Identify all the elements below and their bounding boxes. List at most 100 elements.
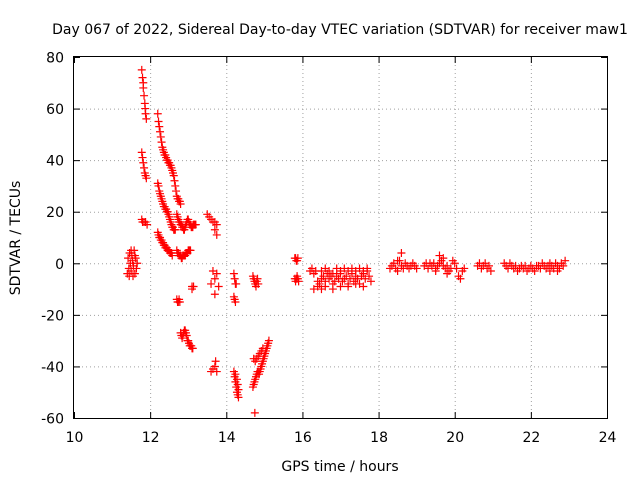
- axis-ticks: 10 12 14 16 18 20 22 24 -60 -40 -20 0 20 40 60 80: [41, 51, 616, 447]
- x-tick-label: 20: [446, 430, 464, 446]
- data-point: [188, 344, 197, 353]
- x-tick-label: 14: [218, 430, 236, 446]
- data-point: [171, 181, 180, 190]
- data-point: [156, 132, 165, 141]
- data-point: [393, 256, 402, 265]
- data-point: [133, 259, 142, 268]
- data-point: [309, 285, 318, 294]
- data-point: [154, 117, 163, 126]
- data-point: [294, 277, 303, 286]
- data-point: [258, 344, 267, 353]
- data-point: [212, 367, 221, 376]
- data-point: [137, 65, 146, 74]
- data-point: [232, 279, 241, 288]
- data-point: [545, 267, 554, 276]
- data-point: [182, 331, 191, 340]
- data-point: [254, 279, 263, 288]
- plot-frame: [73, 56, 608, 419]
- y-tick-label: 20: [46, 205, 64, 221]
- data-point: [132, 264, 141, 273]
- data-point: [155, 122, 164, 131]
- data-point: [363, 264, 372, 273]
- data-point: [169, 171, 178, 180]
- y-tick-label: 0: [55, 257, 64, 273]
- data-point: [397, 248, 406, 257]
- data-point: [317, 285, 326, 294]
- chart-title: Day 067 of 2022, Sidereal Day-to-day VTE…: [52, 22, 628, 38]
- data-point: [142, 114, 151, 123]
- data-point: [359, 282, 368, 291]
- data-point: [210, 274, 219, 283]
- data-point: [234, 393, 243, 402]
- data-point: [142, 174, 151, 183]
- data-point: [264, 336, 273, 345]
- data-point: [530, 267, 539, 276]
- data-point: [233, 380, 242, 389]
- data-point: [231, 297, 240, 306]
- data-point: [561, 256, 570, 265]
- data-point: [207, 279, 216, 288]
- x-tick-label: 12: [142, 430, 160, 446]
- x-tick-label: 18: [370, 430, 388, 446]
- data-point: [188, 285, 197, 294]
- y-tick-label: 40: [46, 154, 64, 170]
- data-point: [412, 264, 421, 273]
- data-point: [157, 138, 166, 147]
- data-point: [230, 274, 239, 283]
- data-point: [212, 230, 221, 239]
- grid: [74, 57, 607, 418]
- data-point: [211, 357, 220, 366]
- data-point: [452, 264, 461, 273]
- x-axis-title: GPS time / hours: [281, 459, 398, 475]
- data-point: [443, 261, 452, 270]
- data-point: [170, 176, 179, 185]
- data-point: [127, 246, 136, 255]
- data-point: [484, 261, 493, 270]
- y-axis-title: SDTVAR / TECUs: [8, 181, 24, 296]
- data-point: [143, 220, 152, 229]
- data-point: [140, 91, 149, 100]
- data-point: [154, 181, 163, 190]
- data-point: [212, 220, 221, 229]
- data-point: [156, 127, 165, 136]
- data-point: [130, 251, 139, 260]
- data-point: [138, 73, 147, 82]
- data-point: [344, 282, 353, 291]
- data-point: [175, 297, 184, 306]
- y-tick-label: -60: [41, 412, 64, 428]
- x-tick-label: 22: [522, 430, 540, 446]
- data-point: [393, 267, 402, 276]
- data-point: [232, 375, 241, 384]
- data-point: [559, 261, 568, 270]
- data-point: [351, 279, 360, 288]
- data-point: [553, 267, 562, 276]
- data-point: [186, 246, 195, 255]
- y-tick-label: -40: [41, 360, 64, 376]
- x-tick-label: 24: [599, 430, 617, 446]
- data-point: [234, 385, 243, 394]
- data-point: [210, 362, 219, 371]
- data-point: [336, 282, 345, 291]
- data-point: [210, 290, 219, 299]
- x-tick-label: 16: [294, 430, 312, 446]
- data-point: [172, 187, 181, 196]
- data-point: [456, 274, 465, 283]
- data-point: [139, 78, 148, 87]
- data-point: [366, 277, 375, 286]
- data-point: [129, 272, 138, 281]
- x-tick-label: 10: [66, 430, 84, 446]
- data-point: [460, 264, 469, 273]
- data-point: [365, 272, 374, 281]
- data-point: [138, 153, 147, 162]
- data-point: [486, 267, 495, 276]
- y-tick-label: -20: [41, 308, 64, 324]
- data-point: [210, 225, 219, 234]
- data-point: [253, 274, 262, 283]
- data-point: [141, 104, 150, 113]
- data-point: [191, 220, 200, 229]
- data-point: [328, 285, 337, 294]
- data-point: [231, 370, 240, 379]
- data-point: [137, 148, 146, 157]
- data-points: [123, 65, 570, 417]
